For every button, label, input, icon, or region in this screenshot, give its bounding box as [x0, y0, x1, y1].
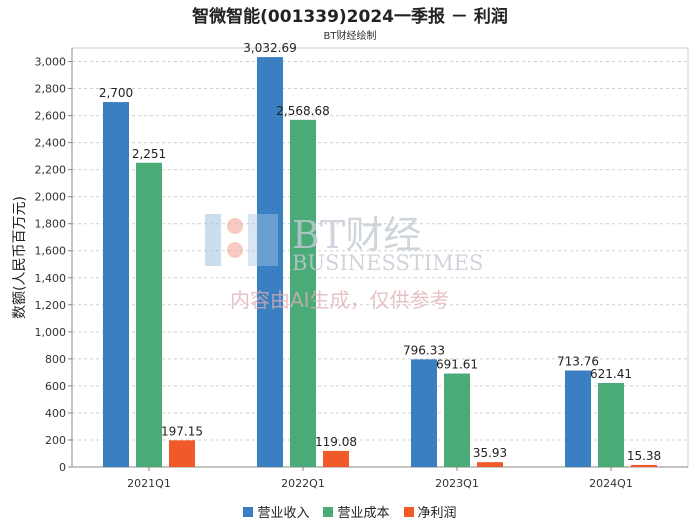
legend-item-cost[interactable]: 营业成本: [323, 502, 390, 521]
bar-2022Q1-2: [323, 450, 349, 467]
bar-2024Q1-1: [598, 383, 624, 467]
bar-2021Q1-1: [136, 162, 162, 467]
y-tick-label: 800: [45, 353, 66, 366]
data-label: 713.76: [557, 355, 599, 369]
y-tick-label: 200: [45, 434, 66, 447]
data-label: 2,568.68: [276, 104, 329, 118]
y-tick-label: 2,200: [35, 164, 67, 177]
legend-label: 营业成本: [337, 506, 390, 521]
y-tick-label: 0: [59, 461, 66, 474]
legend-item-revenue[interactable]: 营业收入: [243, 502, 309, 521]
bar-2022Q1-1: [290, 119, 316, 467]
legend-swatch: [403, 506, 414, 517]
x-tick-label: 2022Q1: [281, 477, 325, 490]
bar-2023Q1-1: [444, 373, 470, 467]
y-tick-label: 2,800: [35, 83, 67, 96]
chart-subtitle: BT财经绘制: [323, 31, 377, 42]
bar-2023Q1-2: [477, 462, 503, 467]
chart-title: 智微智能(001339)2024一季报 － 利润: [192, 7, 508, 27]
legend-label: 营业收入: [257, 506, 310, 521]
bar-2021Q1-0: [103, 102, 129, 467]
data-label: 621.41: [590, 367, 632, 381]
data-label: 119.08: [315, 435, 357, 449]
bar-2022Q1-0: [257, 57, 283, 467]
y-tick-label: 400: [45, 407, 66, 420]
bar-2021Q1-2: [169, 440, 195, 467]
legend-swatch: [323, 506, 334, 517]
data-label: 197.15: [161, 424, 203, 438]
y-tick-label: 1,800: [35, 218, 67, 231]
x-tick-label: 2023Q1: [435, 477, 479, 490]
y-tick-label: 1,200: [35, 299, 67, 312]
data-label: 35.93: [473, 446, 507, 460]
y-axis-title: 数额(人民币百万元): [12, 196, 28, 319]
bar-2023Q1-0: [411, 359, 437, 467]
x-tick-label: 2021Q1: [127, 477, 171, 490]
legend-swatch: [243, 506, 254, 517]
plot-area: [71, 47, 689, 468]
data-label: 15.38: [627, 449, 661, 463]
y-tick-label: 1,000: [35, 326, 67, 339]
y-tick-label: 2,600: [35, 110, 67, 123]
y-tick-label: 600: [45, 380, 66, 393]
bar-2024Q1-0: [565, 370, 591, 467]
legend: 营业收入 营业成本 净利润: [0, 502, 700, 521]
data-label: 3,032.69: [243, 41, 296, 55]
data-label: 796.33: [403, 343, 445, 357]
data-label: 2,251: [132, 147, 166, 161]
y-tick-label: 1,600: [35, 245, 67, 258]
x-tick-label: 2024Q1: [589, 477, 633, 490]
y-tick-label: 1,400: [35, 272, 67, 285]
y-tick-label: 3,000: [35, 56, 67, 69]
y-tick-label: 2,000: [35, 191, 67, 204]
bar-2024Q1-2: [631, 464, 657, 467]
legend-label: 净利润: [417, 506, 457, 521]
legend-item-net-profit[interactable]: 净利润: [403, 502, 457, 521]
data-label: 691.61: [436, 358, 478, 372]
y-tick-label: 2,400: [35, 137, 67, 150]
data-label: 2,700: [99, 86, 133, 100]
